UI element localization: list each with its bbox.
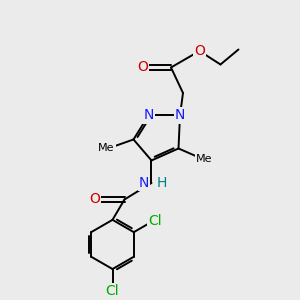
Text: Me: Me — [98, 143, 115, 154]
Text: N: N — [139, 176, 149, 190]
Text: N: N — [143, 109, 154, 122]
Text: O: O — [137, 61, 148, 74]
Text: O: O — [194, 44, 205, 58]
Text: Cl: Cl — [148, 214, 161, 229]
Text: H: H — [157, 176, 167, 190]
Text: Cl: Cl — [106, 284, 119, 298]
Text: N: N — [175, 109, 185, 122]
Text: O: O — [89, 193, 100, 206]
Text: Me: Me — [196, 154, 212, 164]
